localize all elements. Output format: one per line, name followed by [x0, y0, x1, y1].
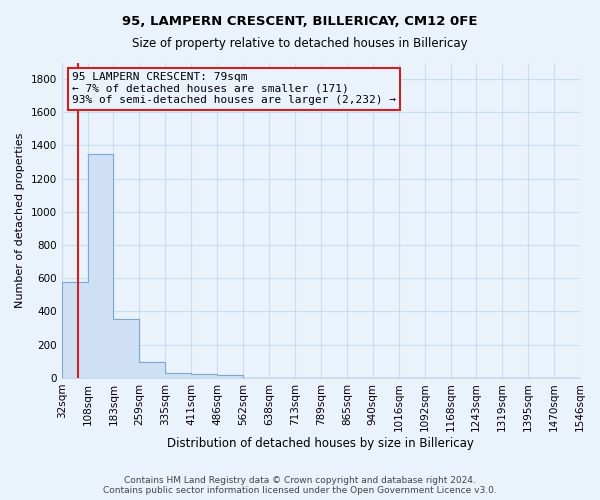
- Text: 95 LAMPERN CRESCENT: 79sqm
← 7% of detached houses are smaller (171)
93% of semi: 95 LAMPERN CRESCENT: 79sqm ← 7% of detac…: [72, 72, 396, 105]
- Text: Contains HM Land Registry data © Crown copyright and database right 2024.
Contai: Contains HM Land Registry data © Crown c…: [103, 476, 497, 495]
- Text: Size of property relative to detached houses in Billericay: Size of property relative to detached ho…: [132, 38, 468, 51]
- X-axis label: Distribution of detached houses by size in Billericay: Distribution of detached houses by size …: [167, 437, 474, 450]
- Text: 95, LAMPERN CRESCENT, BILLERICAY, CM12 0FE: 95, LAMPERN CRESCENT, BILLERICAY, CM12 0…: [122, 15, 478, 28]
- Y-axis label: Number of detached properties: Number of detached properties: [15, 132, 25, 308]
